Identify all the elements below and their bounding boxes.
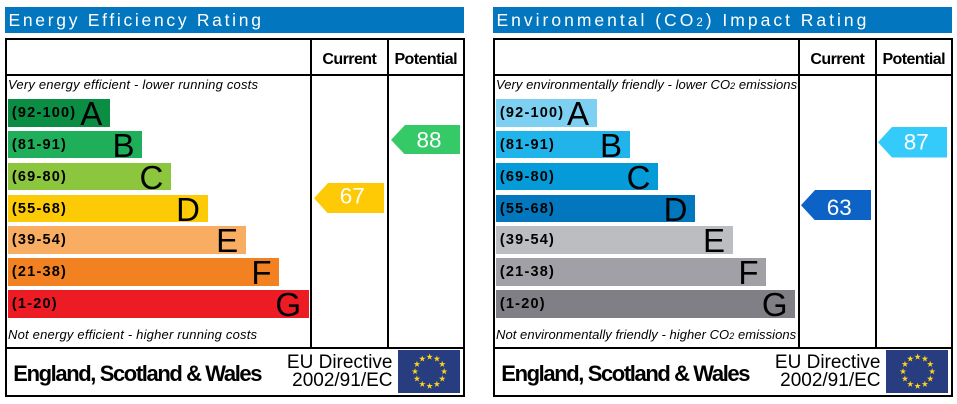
svg-text:67: 67 bbox=[339, 183, 364, 208]
svg-text:87: 87 bbox=[903, 129, 928, 154]
svg-text:88: 88 bbox=[416, 127, 441, 152]
svg-text:63: 63 bbox=[827, 195, 852, 220]
